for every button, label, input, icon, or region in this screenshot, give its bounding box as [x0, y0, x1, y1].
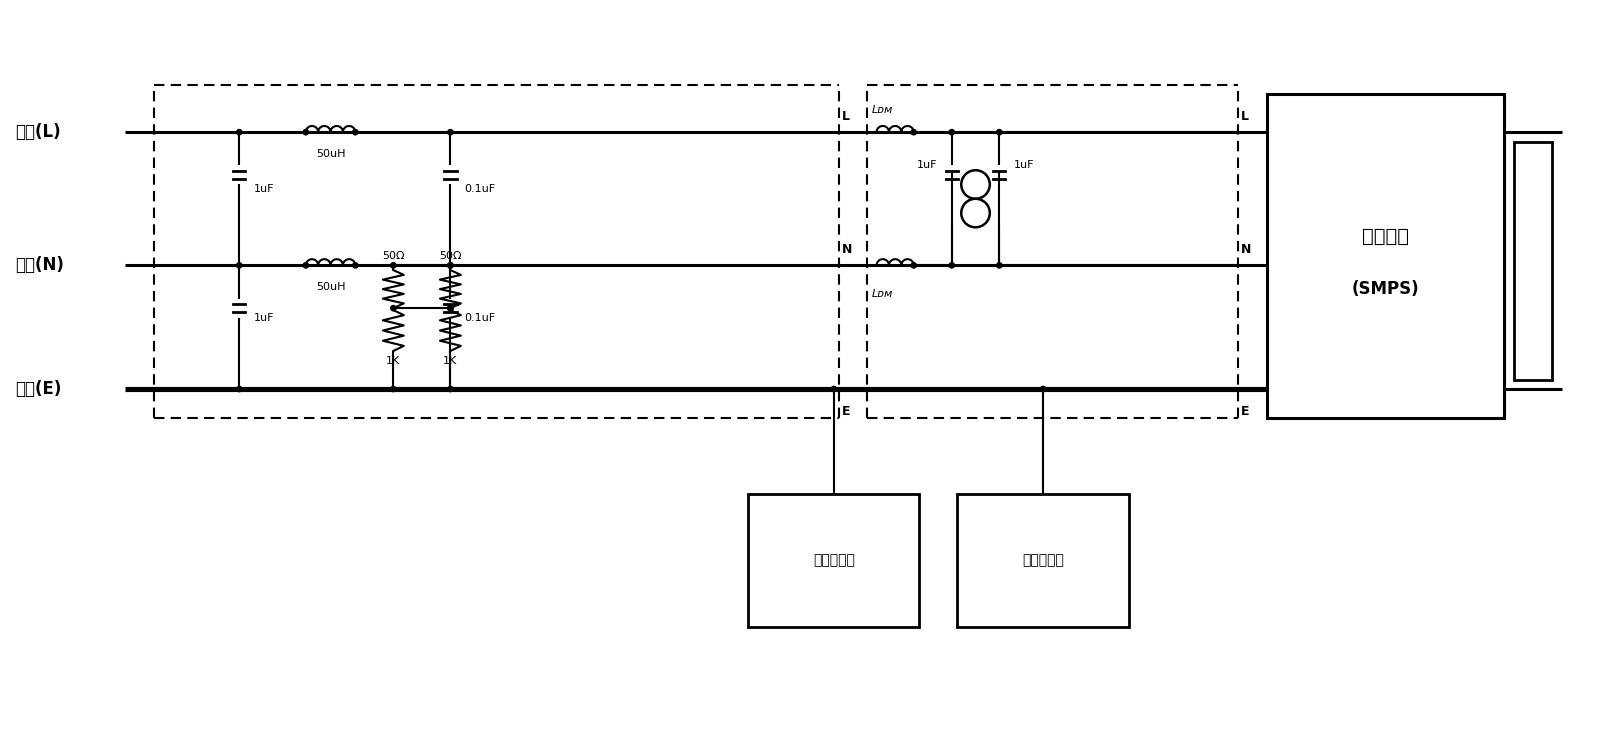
- Text: N: N: [1241, 243, 1251, 256]
- Text: 1K: 1K: [386, 356, 400, 366]
- Text: E: E: [841, 405, 850, 417]
- Circle shape: [237, 386, 241, 391]
- Text: 0.1uF: 0.1uF: [465, 313, 496, 323]
- Text: 火线(L): 火线(L): [16, 123, 62, 141]
- Circle shape: [447, 263, 454, 268]
- Text: 50Ω: 50Ω: [439, 251, 462, 260]
- Circle shape: [910, 130, 917, 135]
- Circle shape: [949, 130, 954, 135]
- Text: 1K: 1K: [444, 356, 457, 366]
- Circle shape: [831, 386, 836, 391]
- Circle shape: [447, 306, 454, 311]
- Bar: [957, 494, 1129, 627]
- Circle shape: [447, 386, 454, 391]
- Text: Lᴅᴍ: Lᴅᴍ: [872, 289, 893, 299]
- Circle shape: [390, 306, 395, 311]
- Circle shape: [353, 130, 358, 135]
- Text: E: E: [1241, 405, 1249, 417]
- Text: 1uF: 1uF: [253, 313, 274, 323]
- Circle shape: [447, 263, 454, 268]
- Text: 50uH: 50uH: [316, 283, 345, 292]
- Circle shape: [996, 263, 1003, 268]
- Text: 信号发生器: 信号发生器: [813, 554, 855, 568]
- Circle shape: [447, 306, 454, 311]
- Text: 1uF: 1uF: [253, 184, 274, 195]
- Circle shape: [237, 263, 241, 268]
- Circle shape: [353, 263, 358, 268]
- Circle shape: [910, 263, 917, 268]
- Text: 50Ω: 50Ω: [382, 251, 405, 260]
- Circle shape: [237, 130, 241, 135]
- Text: L: L: [1241, 110, 1249, 123]
- Circle shape: [390, 263, 395, 268]
- Circle shape: [390, 386, 395, 391]
- Circle shape: [949, 263, 954, 268]
- Circle shape: [996, 130, 1003, 135]
- Text: 1uF: 1uF: [1014, 161, 1034, 170]
- Bar: [748, 494, 920, 627]
- Text: 开关电源: 开关电源: [1362, 227, 1409, 246]
- Text: 中线(N): 中线(N): [16, 256, 65, 275]
- Bar: [1515, 141, 1552, 380]
- Text: 50uH: 50uH: [316, 149, 345, 159]
- Text: L: L: [841, 110, 849, 123]
- Bar: [1267, 94, 1505, 417]
- Text: N: N: [841, 243, 852, 256]
- Circle shape: [447, 130, 454, 135]
- Text: (SMPS): (SMPS): [1351, 280, 1419, 298]
- Text: 0.1uF: 0.1uF: [465, 184, 496, 195]
- Circle shape: [1040, 386, 1047, 391]
- Text: 1uF: 1uF: [917, 161, 938, 170]
- Text: 地线(E): 地线(E): [16, 380, 62, 398]
- Text: Lᴅᴍ: Lᴅᴍ: [872, 105, 893, 115]
- Circle shape: [303, 130, 308, 135]
- Text: 频谱分析仪: 频谱分析仪: [1022, 554, 1064, 568]
- Circle shape: [303, 263, 308, 268]
